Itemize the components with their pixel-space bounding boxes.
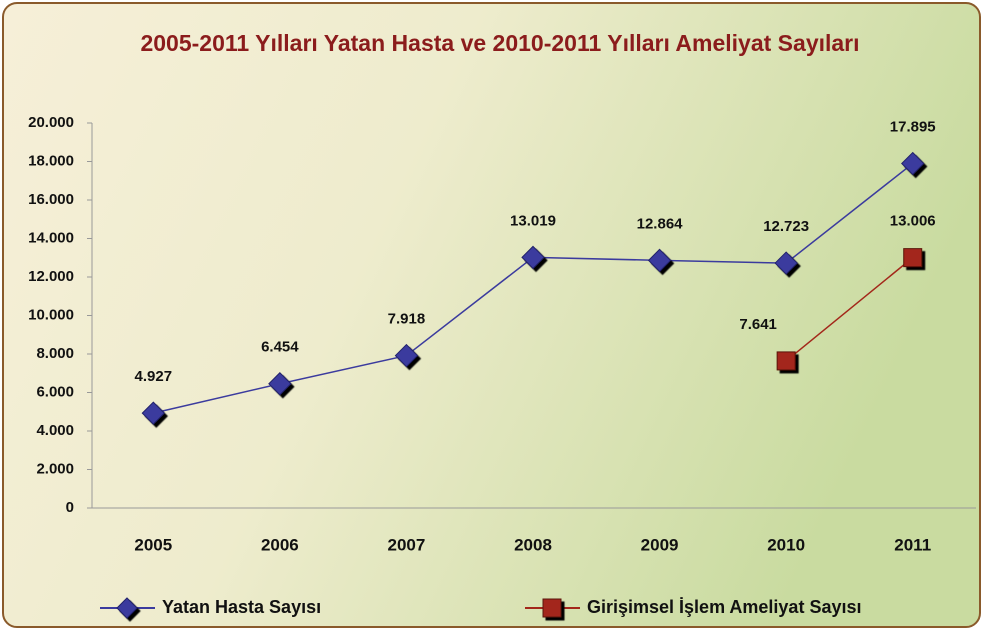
data-label: 7.918 [388,311,426,328]
y-tick-label: 0 [66,499,74,516]
x-tick-label: 2009 [641,535,679,554]
data-label: 12.723 [763,218,809,235]
y-tick-label: 18.000 [28,152,74,169]
x-tick-label: 2005 [134,535,172,554]
legend-label: Girişimsel İşlem Ameliyat Sayısı [587,597,861,617]
y-tick-label: 20.000 [28,114,74,131]
y-tick-label: 16.000 [28,191,74,208]
data-label: 7.641 [739,316,777,333]
data-label: 17.895 [890,118,936,135]
y-tick-label: 4.000 [36,422,74,439]
data-point [774,251,798,275]
x-tick-label: 2007 [388,535,426,554]
data-point [647,248,672,273]
x-tick-label: 2006 [261,535,299,554]
data-label: 4.927 [135,368,173,385]
legend-marker [116,597,138,619]
x-tick-label: 2008 [514,535,552,554]
y-tick-label: 12.000 [28,268,74,285]
legend-marker [542,598,562,618]
data-label: 13.006 [890,213,936,230]
data-point [394,343,419,368]
chart-title: 2005-2011 Yılları Yatan Hasta ve 2010-20… [140,30,860,56]
data-point [268,372,292,396]
y-tick-label: 2.000 [36,460,74,477]
y-tick-label: 14.000 [28,229,74,246]
y-tick-label: 10.000 [28,306,74,323]
data-point [901,151,925,176]
data-point [521,245,545,270]
data-point [141,401,165,425]
data-point [776,351,796,371]
legend-label: Yatan Hasta Sayısı [162,597,321,617]
y-tick-label: 6.000 [36,383,74,400]
data-label: 13.019 [510,212,556,229]
series-line [785,257,914,362]
data-label: 12.864 [637,215,684,232]
x-tick-label: 2011 [894,535,931,554]
data-point [903,248,923,268]
y-tick-label: 8.000 [36,345,74,362]
data-label: 6.454 [261,339,299,356]
x-tick-label: 2010 [767,535,805,554]
